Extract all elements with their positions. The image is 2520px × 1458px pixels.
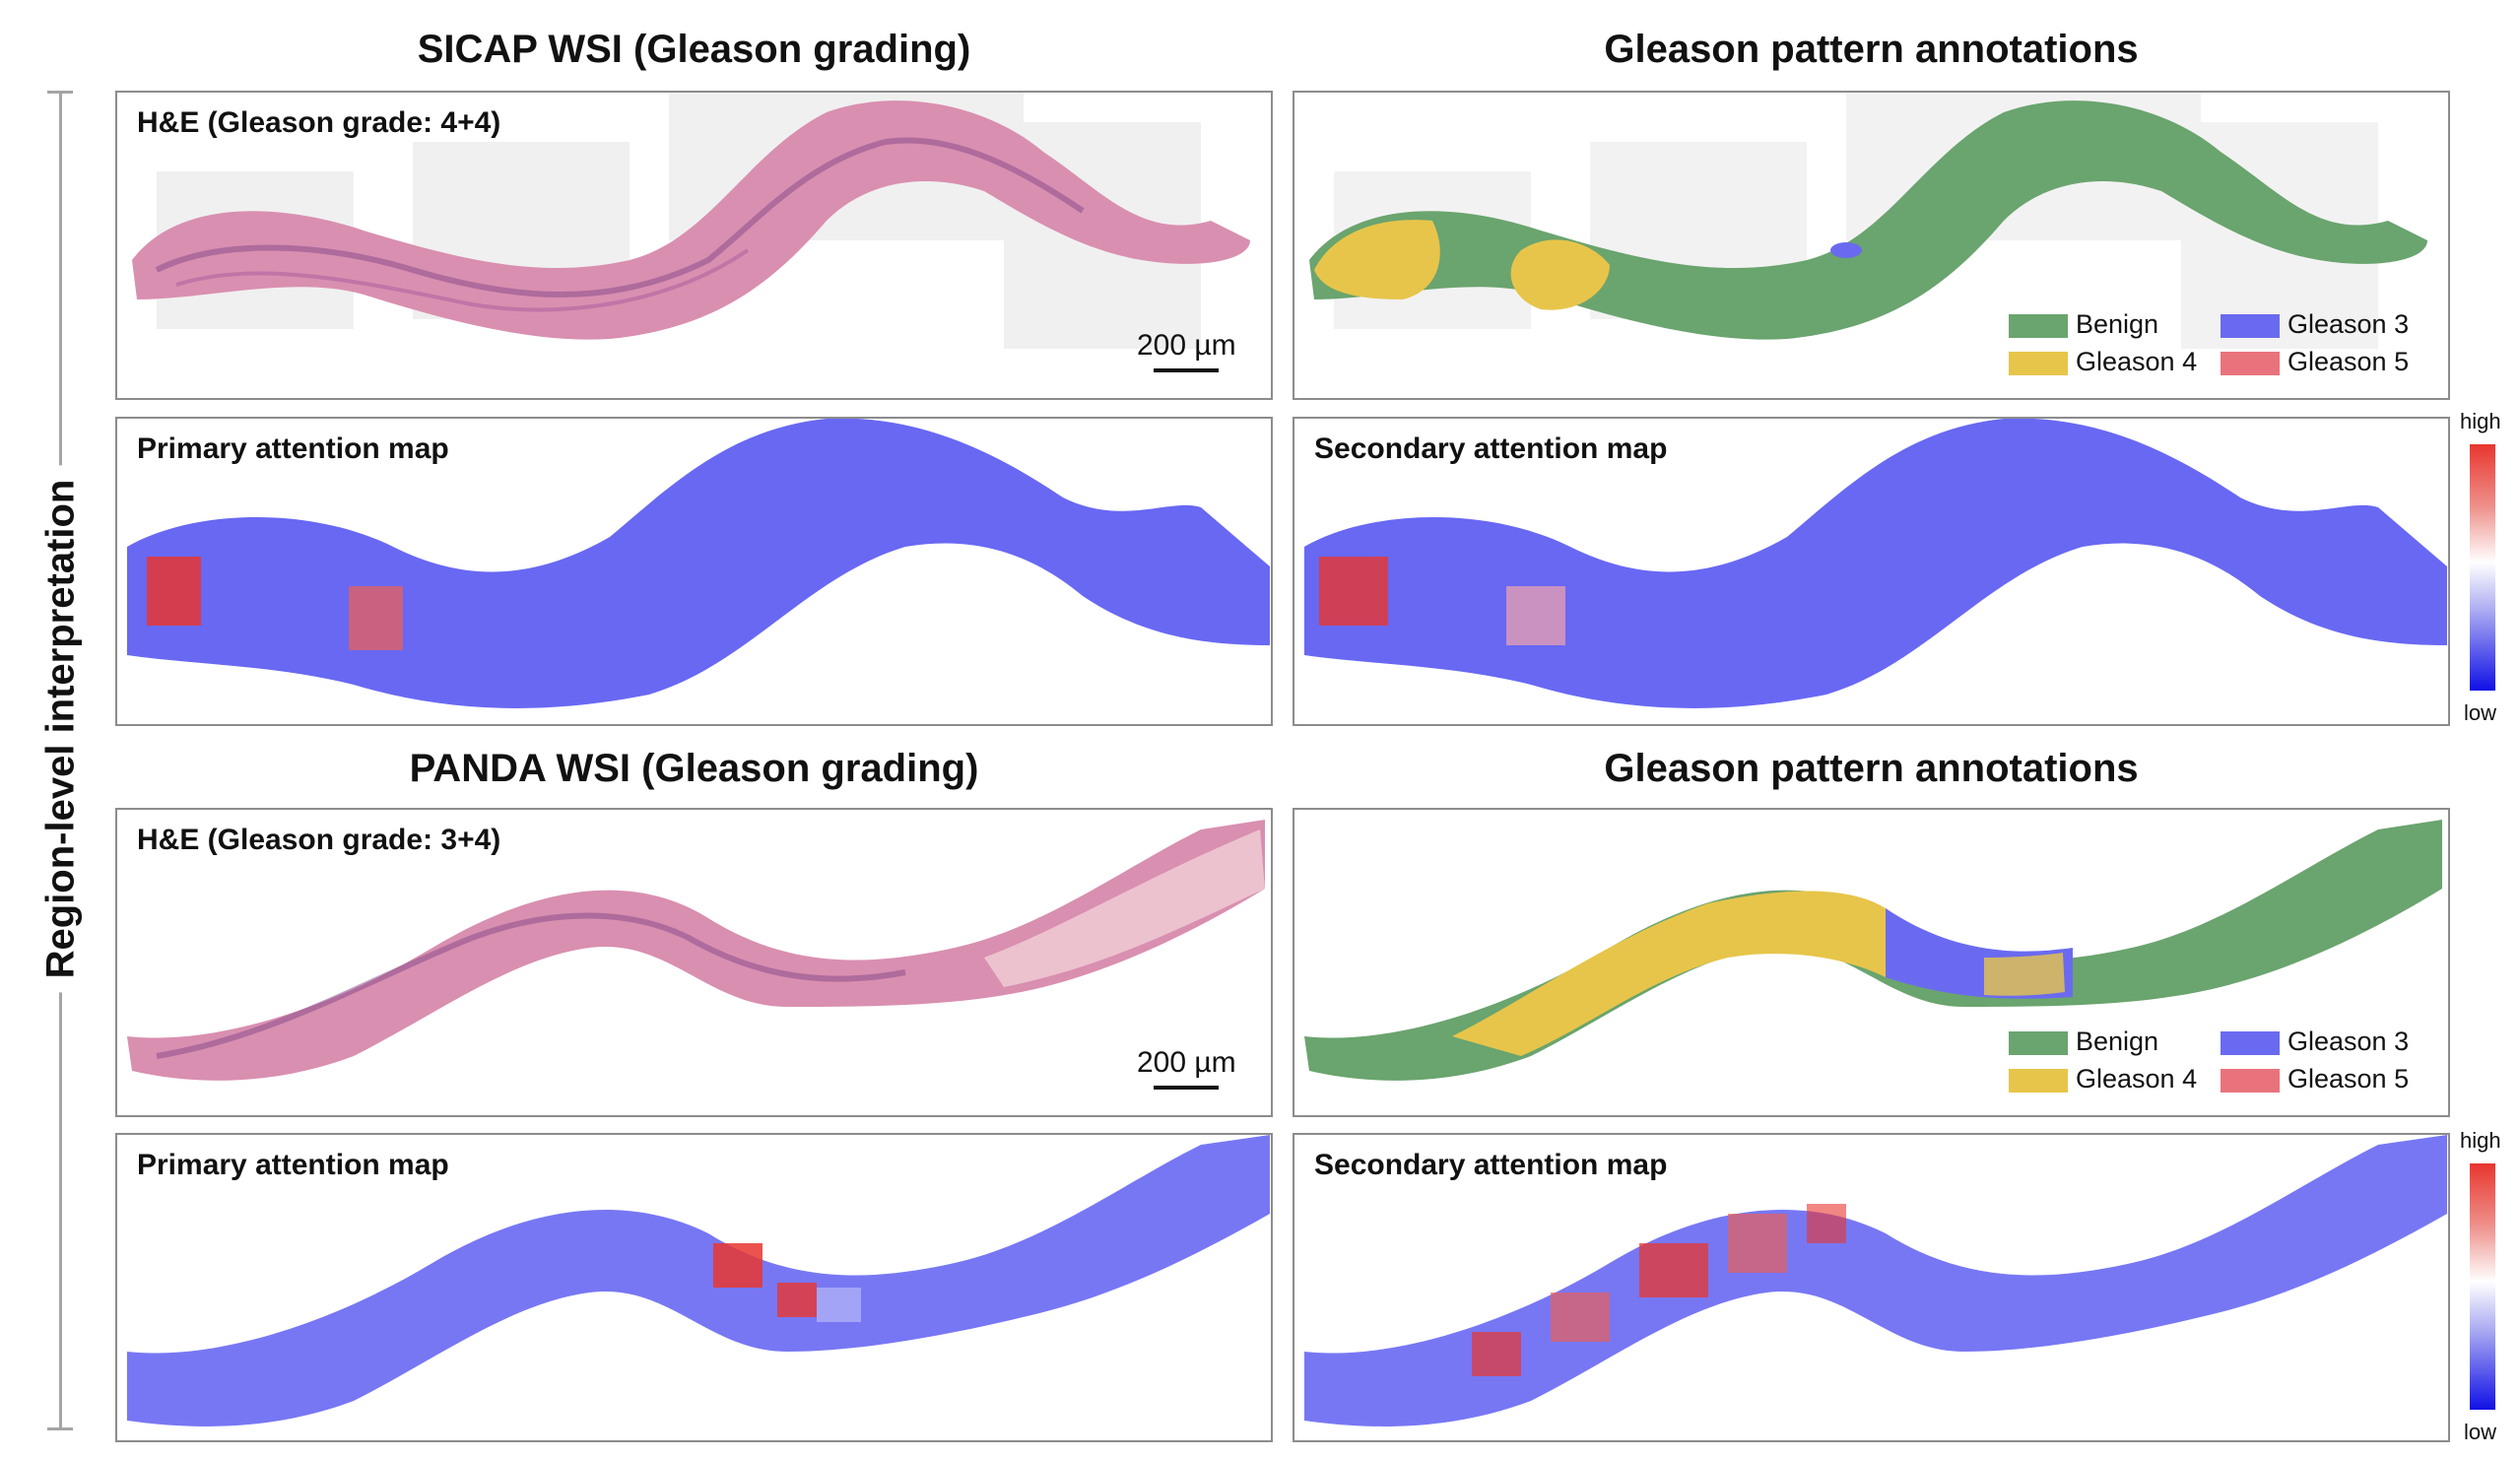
legend-swatch-gleason5 <box>2221 351 2280 375</box>
sicap-primary-hotspot-1 <box>147 557 201 626</box>
panda-right-title: Gleason pattern annotations <box>1604 747 2139 790</box>
sicap-scalebar: 200 µm <box>1137 329 1236 372</box>
sicap-scale-bar <box>1154 368 1220 372</box>
panda-he-image <box>127 820 1265 1081</box>
sicap-annotation-image <box>1309 93 2427 349</box>
panda-he-panel: H&E (Gleason grade: 3+4) 200 µm <box>115 808 1273 1117</box>
sicap-right-title: Gleason pattern annotations <box>1604 28 2139 71</box>
sicap-secondary-label: Secondary attention map <box>1314 432 1668 465</box>
panda-primary-hotspot-2 <box>777 1283 817 1317</box>
panda-legend: Benign Gleason 3 Gleason 4 Gleason 5 <box>2009 1027 2442 1105</box>
legend-swatch-gleason3 <box>2221 1030 2280 1055</box>
sicap-primary-panel: Primary attention map <box>115 417 1273 726</box>
panda-secondary-hotspot-5 <box>1807 1204 1846 1243</box>
sicap-secondary-attention-low <box>1304 419 2447 708</box>
panda-left-title: PANDA WSI (Gleason grading) <box>409 747 979 790</box>
panda-secondary-hotspot-3 <box>1639 1243 1708 1297</box>
legend-swatch-gleason4 <box>2009 1068 2068 1093</box>
sicap-annotation-gleason4-b <box>1510 239 1610 310</box>
panda-secondary-panel: Secondary attention map <box>1293 1133 2450 1442</box>
sicap-primary-map <box>127 419 1270 708</box>
panda-colorbar: high low <box>2460 1128 2519 1453</box>
legend-gleason4: Gleason 4 <box>2076 347 2198 376</box>
sicap-he-label: H&E (Gleason grade: 4+4) <box>137 106 501 139</box>
sicap-colorbar: high low <box>2460 409 2519 734</box>
panda-colorbar-high: high <box>2460 1128 2501 1153</box>
sicap-legend: Benign Gleason 3 Gleason 4 Gleason 5 <box>2009 309 2442 388</box>
panda-scalebar: 200 µm <box>1137 1046 1236 1090</box>
side-bracket-bottom-tick <box>47 1427 73 1430</box>
panda-colorbar-low: low <box>2464 1420 2497 1444</box>
sicap-secondary-hotspot-2 <box>1506 586 1565 645</box>
sicap-colorbar-low: low <box>2464 700 2497 725</box>
panda-primary-panel: Primary attention map <box>115 1133 1273 1442</box>
legend-swatch-benign <box>2009 313 2068 338</box>
legend-swatch-gleason5 <box>2221 1068 2280 1093</box>
sicap-primary-hotspot-2 <box>349 586 403 650</box>
sicap-tissue <box>132 100 1250 340</box>
panda-colorbar-gradient <box>2470 1163 2495 1410</box>
panda-secondary-hotspot-2 <box>1551 1292 1610 1342</box>
panda-tissue-pale <box>984 829 1265 987</box>
side-label: Region-level interpretation <box>38 465 84 993</box>
panda-secondary-label: Secondary attention map <box>1314 1149 1668 1181</box>
legend-swatch-gleason4 <box>2009 351 2068 375</box>
panda-primary-attention-low <box>127 1135 1270 1426</box>
legend-swatch-benign <box>2009 1030 2068 1055</box>
panda-annotation-image <box>1304 820 2442 1081</box>
legend-gleason4: Gleason 4 <box>2076 1064 2198 1094</box>
sicap-he-panel: H&E (Gleason grade: 4+4) 200 µm <box>115 91 1273 400</box>
panda-scale-bar <box>1154 1086 1220 1090</box>
sicap-secondary-hotspot-1 <box>1319 557 1388 626</box>
legend-gleason5: Gleason 5 <box>2288 347 2410 376</box>
sicap-annotation-panel: Benign Gleason 3 Gleason 4 Gleason 5 <box>1293 91 2450 400</box>
panda-secondary-hotspot-1 <box>1472 1332 1521 1376</box>
sicap-annotation-gleason3 <box>1830 242 1862 258</box>
legend-gleason3: Gleason 3 <box>2288 1027 2410 1056</box>
sicap-annotation-gleason4-a <box>1314 220 1440 299</box>
sicap-secondary-map <box>1304 419 2447 708</box>
sicap-colorbar-gradient <box>2470 444 2495 691</box>
panda-secondary-attention-low <box>1304 1135 2447 1426</box>
panda-annotation-gleason4 <box>1452 891 1886 1056</box>
sicap-he-image <box>132 93 1250 349</box>
panda-annotation-panel: Benign Gleason 3 Gleason 4 Gleason 5 <box>1293 808 2450 1117</box>
panda-secondary-map <box>1304 1135 2447 1426</box>
panda-scale-text: 200 µm <box>1137 1046 1236 1079</box>
legend-benign: Benign <box>2076 309 2159 339</box>
panda-secondary-hotspot-4 <box>1728 1214 1787 1273</box>
sicap-scale-text: 200 µm <box>1137 329 1236 362</box>
sicap-colorbar-high: high <box>2460 409 2501 433</box>
panda-primary-map <box>127 1135 1270 1426</box>
legend-benign: Benign <box>2076 1027 2159 1056</box>
legend-gleason5: Gleason 5 <box>2288 1064 2410 1094</box>
sicap-primary-attention-low <box>127 419 1270 708</box>
panda-he-label: H&E (Gleason grade: 3+4) <box>137 824 501 856</box>
legend-swatch-gleason3 <box>2221 313 2280 338</box>
legend-gleason3: Gleason 3 <box>2288 309 2410 339</box>
sicap-secondary-panel: Secondary attention map <box>1293 417 2450 726</box>
side-bracket-top-tick <box>47 91 73 94</box>
panda-primary-label: Primary attention map <box>137 1149 449 1181</box>
sicap-left-title: SICAP WSI (Gleason grading) <box>417 28 971 71</box>
panda-tissue <box>127 820 1265 1081</box>
panda-primary-hotspot-1 <box>713 1243 763 1288</box>
sicap-primary-label: Primary attention map <box>137 432 449 465</box>
